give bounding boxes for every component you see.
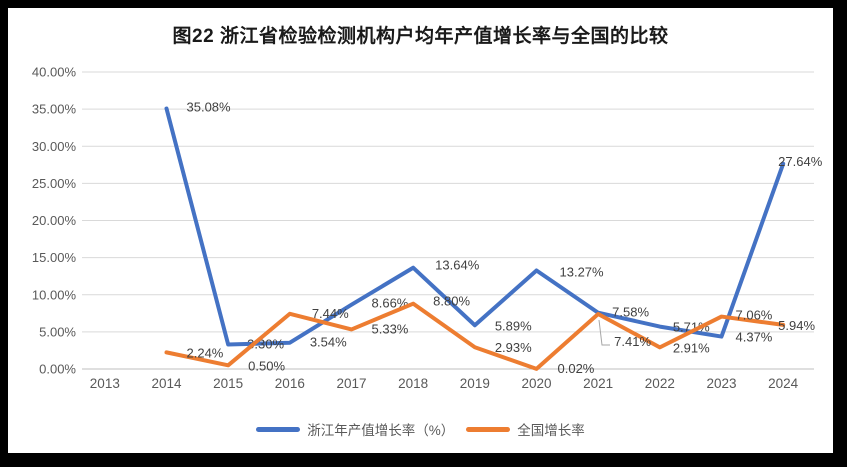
x-tick-label: 2024 — [768, 376, 799, 391]
data-label-national: 5.33% — [372, 321, 409, 336]
data-label-national: 8.80% — [433, 294, 470, 309]
x-tick-label: 2018 — [398, 376, 428, 391]
x-tick-label: 2021 — [583, 376, 613, 391]
y-tick-label: 35.00% — [32, 102, 77, 117]
chart-canvas: 图22 浙江省检验检测机构户均年产值增长率与全国的比较 0.00% 5.00% 10… — [8, 8, 833, 453]
data-label-zhejiang: 35.08% — [187, 100, 232, 115]
x-tick-label: 2019 — [460, 376, 490, 391]
line-chart-plot-area: 0.00% 5.00% 10.00% 15.00% 20.00% 25.00% 30.00%… — [32, 65, 823, 392]
data-label-zhejiang: 5.71% — [673, 320, 710, 335]
data-label-zhejiang: 27.64% — [778, 154, 823, 169]
y-tick-label: 30.00% — [32, 139, 77, 154]
y-tick-label: 5.00% — [39, 324, 76, 339]
x-tick-label: 2015 — [213, 376, 243, 391]
data-label-zhejiang: 7.58% — [612, 305, 649, 320]
legend-label-national: 全国增长率 — [517, 423, 585, 438]
chart-legend: 浙江年产值增长率（%） 全国增长率 — [8, 419, 833, 439]
legend-item-zhejiang[interactable]: 浙江年产值增长率（%） — [256, 419, 454, 439]
y-tick-label: 20.00% — [32, 213, 77, 228]
data-label-national: 2.24% — [187, 345, 224, 360]
y-tick-label: 15.00% — [32, 250, 77, 265]
legend-label-zhejiang: 浙江年产值增长率（%） — [307, 423, 455, 438]
x-tick-label: 2022 — [645, 376, 675, 391]
data-label-zhejiang: 13.64% — [435, 258, 480, 273]
data-label-zhejiang: 13.27% — [560, 264, 605, 279]
y-tick-label: 10.00% — [32, 287, 77, 302]
data-label-national: 7.06% — [736, 308, 773, 323]
y-tick-label: 0.00% — [39, 362, 76, 377]
legend-line-swatch-zhejiang — [256, 426, 301, 432]
data-label-national: 7.41% — [614, 334, 651, 349]
x-tick-label: 2023 — [706, 376, 736, 391]
x-tick-label: 2017 — [336, 376, 366, 391]
data-label-national: 0.02% — [558, 361, 595, 376]
data-label-zhejiang: 3.54% — [310, 335, 347, 350]
data-label-national: 5.94% — [778, 318, 815, 333]
x-tick-label: 2014 — [151, 376, 182, 391]
series-line-zhejiang — [164, 106, 786, 347]
data-label-national: 0.50% — [248, 358, 285, 373]
data-label-zhejiang: 4.37% — [736, 330, 773, 345]
x-tick-label: 2020 — [521, 376, 551, 391]
data-label-national: 7.44% — [312, 306, 349, 321]
data-label-national: 2.93% — [495, 340, 532, 355]
data-label-national: 2.91% — [673, 340, 710, 355]
legend-item-national[interactable]: 全国增长率 — [466, 419, 585, 439]
chart-title: 图22 浙江省检验检测机构户均年产值增长率与全国的比较 — [172, 26, 669, 47]
data-label-zhejiang: 8.66% — [372, 296, 409, 311]
data-label-leader-line — [598, 319, 610, 346]
y-tick-label: 25.00% — [32, 176, 77, 191]
legend-line-swatch-national — [466, 426, 511, 432]
x-tick-label: 2013 — [90, 376, 120, 391]
x-tick-label: 2016 — [275, 376, 305, 391]
data-label-zhejiang: 5.89% — [495, 318, 532, 333]
series-line-national — [164, 301, 786, 371]
y-tick-label: 40.00% — [32, 65, 77, 80]
